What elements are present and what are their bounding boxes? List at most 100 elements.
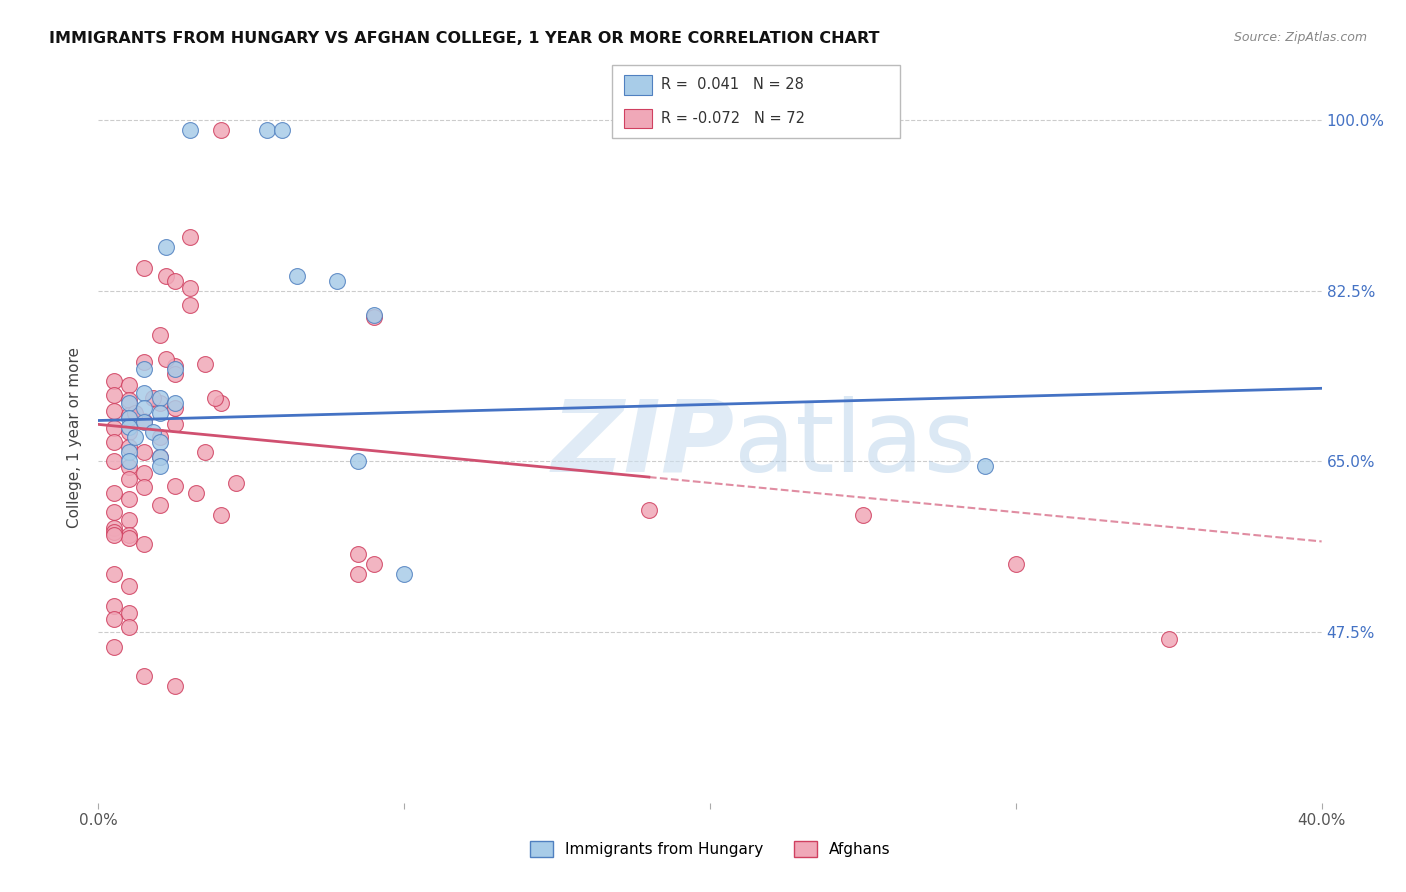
Point: [103, 524, 125, 539]
Point: [118, 396, 141, 410]
Point: [103, 521, 125, 535]
Point: [142, 391, 165, 405]
Point: [124, 430, 146, 444]
Point: [326, 274, 349, 288]
Point: [149, 396, 172, 410]
Point: [118, 408, 141, 422]
Y-axis label: College, 1 year or more: College, 1 year or more: [67, 347, 83, 527]
Point: [149, 430, 172, 444]
Point: [347, 566, 370, 581]
Point: [149, 450, 172, 464]
Point: [118, 513, 141, 527]
Point: [256, 123, 278, 137]
Point: [118, 454, 141, 468]
Point: [1004, 557, 1026, 571]
Point: [103, 566, 125, 581]
Point: [637, 503, 661, 517]
Point: [363, 310, 385, 325]
Point: [103, 599, 125, 613]
Point: [149, 499, 172, 513]
Point: [852, 508, 875, 522]
Point: [163, 679, 186, 693]
Point: [118, 378, 141, 392]
Point: [118, 460, 141, 475]
Point: [163, 359, 186, 373]
Point: [118, 531, 141, 545]
Point: [155, 352, 177, 367]
Point: [347, 454, 370, 468]
Point: [163, 479, 186, 493]
Point: [194, 444, 217, 458]
Point: [285, 269, 308, 284]
Point: [134, 386, 156, 401]
Point: [163, 274, 186, 288]
Point: [103, 434, 125, 449]
Point: [225, 475, 247, 490]
Text: R =  0.041   N = 28: R = 0.041 N = 28: [661, 78, 804, 92]
Point: [134, 261, 156, 276]
Point: [103, 640, 125, 654]
Point: [163, 361, 186, 376]
Point: [209, 396, 232, 410]
Point: [118, 410, 141, 425]
Point: [118, 420, 141, 434]
Text: Source: ZipAtlas.com: Source: ZipAtlas.com: [1233, 31, 1367, 45]
Point: [209, 508, 232, 522]
Point: [103, 375, 125, 389]
Point: [134, 361, 156, 376]
Point: [974, 459, 997, 474]
Point: [134, 444, 156, 458]
Point: [118, 444, 141, 458]
Point: [134, 480, 156, 494]
Point: [134, 355, 156, 369]
Point: [149, 391, 172, 405]
Point: [103, 485, 125, 500]
Point: [149, 434, 172, 449]
Point: [186, 485, 208, 500]
Point: [163, 401, 186, 415]
Point: [270, 123, 292, 137]
Point: [194, 357, 217, 371]
Point: [103, 527, 125, 541]
Point: [134, 466, 156, 480]
Point: [179, 123, 201, 137]
Point: [103, 388, 125, 402]
Point: [118, 472, 141, 486]
Point: [118, 425, 141, 440]
Point: [118, 440, 141, 454]
Point: [134, 416, 156, 430]
Point: [124, 406, 146, 420]
Text: atlas: atlas: [734, 396, 976, 493]
Point: [134, 401, 156, 415]
Point: [155, 240, 177, 254]
Point: [149, 459, 172, 474]
Point: [142, 425, 165, 440]
Text: IMMIGRANTS FROM HUNGARY VS AFGHAN COLLEGE, 1 YEAR OR MORE CORRELATION CHART: IMMIGRANTS FROM HUNGARY VS AFGHAN COLLEG…: [49, 31, 880, 46]
Point: [118, 491, 141, 506]
Point: [363, 557, 385, 571]
Point: [209, 123, 232, 137]
Point: [118, 620, 141, 634]
Point: [134, 537, 156, 551]
Point: [155, 269, 177, 284]
Legend: Immigrants from Hungary, Afghans: Immigrants from Hungary, Afghans: [522, 833, 898, 864]
Point: [103, 505, 125, 519]
Point: [134, 669, 156, 683]
Point: [149, 450, 172, 464]
Point: [363, 308, 385, 322]
Text: R = -0.072   N = 72: R = -0.072 N = 72: [661, 112, 804, 126]
Point: [1157, 632, 1180, 646]
Point: [149, 406, 172, 420]
Point: [347, 547, 370, 561]
Point: [179, 230, 201, 244]
Point: [103, 403, 125, 417]
Text: ZIP: ZIP: [551, 396, 734, 493]
Point: [118, 606, 141, 620]
Point: [118, 392, 141, 407]
Point: [118, 579, 141, 593]
Point: [163, 417, 186, 432]
Point: [392, 566, 416, 581]
Point: [179, 298, 201, 312]
Point: [163, 396, 186, 410]
Point: [134, 413, 156, 427]
